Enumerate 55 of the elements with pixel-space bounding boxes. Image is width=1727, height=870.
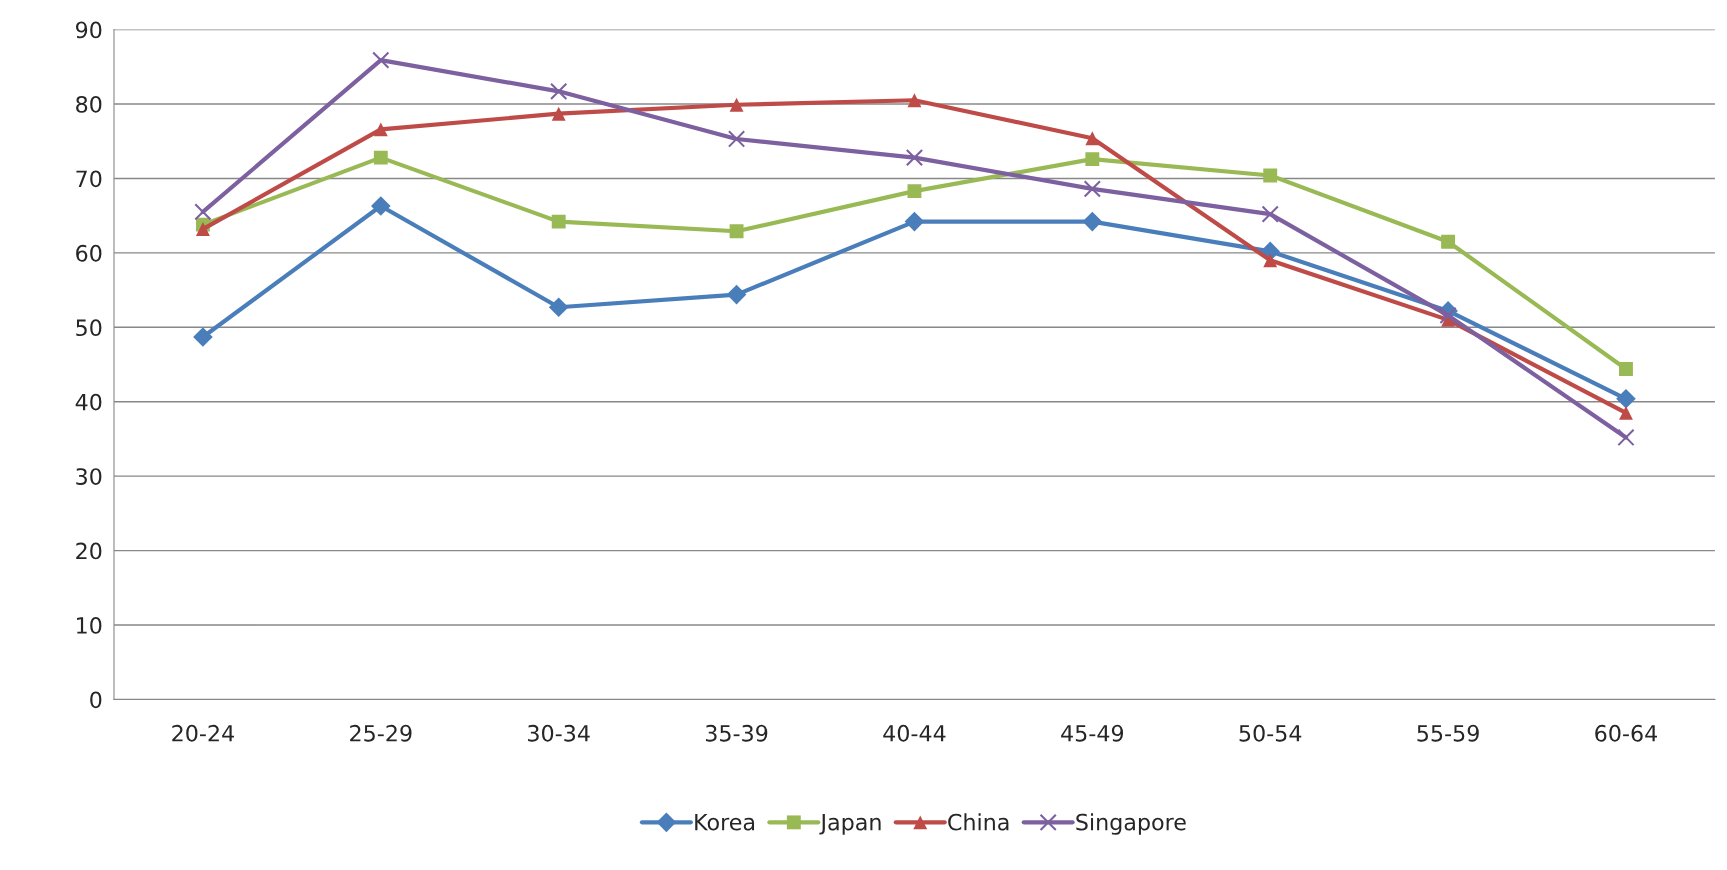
point (370, 196, 391, 216)
point (548, 297, 569, 318)
point (1619, 405, 1633, 420)
legend-label: China (948, 813, 1009, 831)
x-tick-label: 35-39 (705, 724, 768, 742)
legend-label: Korea (695, 813, 755, 831)
x-tick-label: 60-64 (1595, 724, 1658, 742)
point (726, 284, 747, 305)
point (551, 214, 566, 229)
y-tick-label: 30 (76, 468, 102, 485)
point (729, 224, 744, 239)
y-tick-label: 70 (76, 170, 102, 188)
y-tick-label: 80 (76, 95, 102, 113)
y-tick-label: 60 (76, 244, 102, 262)
point (195, 222, 210, 237)
x-tick-label: 40-44 (883, 724, 946, 742)
point (905, 148, 924, 167)
point (194, 203, 212, 221)
legend-label: Singapore (1076, 813, 1186, 835)
point (1263, 253, 1278, 268)
point (1617, 428, 1635, 447)
point (907, 184, 922, 199)
point (1083, 180, 1102, 198)
y-tick-label: 20 (76, 542, 102, 560)
point (551, 106, 566, 121)
point (1085, 131, 1100, 146)
point (1261, 205, 1279, 223)
point (1441, 234, 1456, 249)
point (1439, 306, 1457, 325)
point (373, 150, 388, 165)
legend-label: Japan (819, 813, 881, 835)
point (1619, 362, 1633, 376)
point (1085, 152, 1100, 167)
y-tick-label: 10 (77, 617, 102, 634)
x-tick-label: 20-24 (172, 724, 234, 742)
x-tick-label: 55-59 (1417, 724, 1479, 742)
x-tick-label: 30-34 (528, 724, 590, 742)
point (1263, 168, 1278, 183)
y-tick-label: 40 (75, 393, 102, 411)
y-tick-label: 50 (76, 319, 102, 337)
y-tick-label: 90 (75, 21, 102, 39)
point (372, 51, 390, 69)
point (904, 211, 925, 232)
point (550, 82, 568, 101)
point (729, 97, 744, 112)
point (727, 130, 746, 148)
point (1082, 211, 1103, 232)
point (373, 122, 388, 137)
point (193, 327, 213, 347)
y-tick-label: 0 (90, 691, 102, 709)
x-tick-label: 45-49 (1061, 724, 1124, 742)
point (907, 93, 922, 108)
point (1616, 388, 1636, 409)
x-tick-label: 25-29 (350, 724, 412, 742)
x-tick-label: 50-54 (1239, 724, 1302, 742)
